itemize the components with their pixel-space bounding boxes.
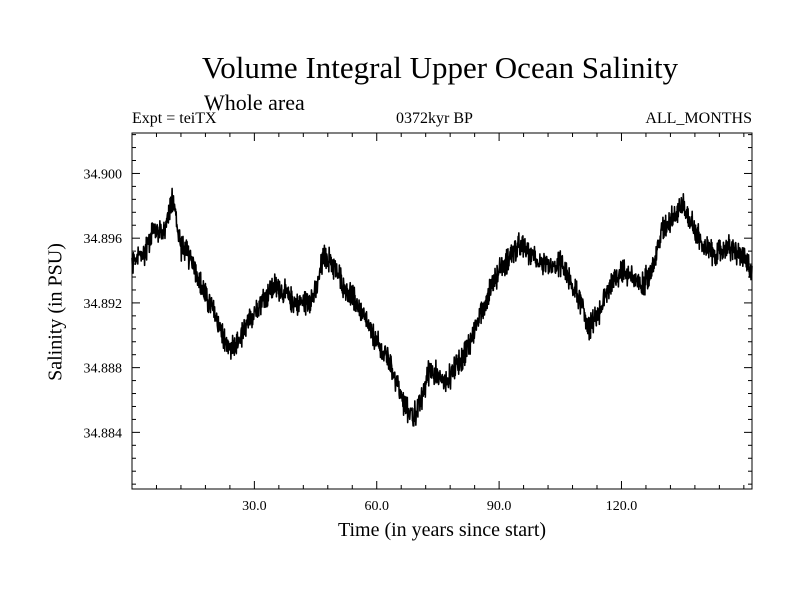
plot-frame bbox=[131, 132, 753, 490]
chart-title: Volume Integral Upper Ocean Salinity bbox=[201, 50, 679, 85]
chart-subtitle: Whole area bbox=[204, 90, 305, 115]
series-line bbox=[131, 187, 753, 427]
x-tick-label: 90.0 bbox=[487, 499, 512, 514]
y-tick-label: 34.888 bbox=[84, 362, 123, 377]
y-tick-label: 34.884 bbox=[84, 426, 123, 441]
months-label: ALL_MONTHS bbox=[645, 110, 752, 127]
y-tick-label: 34.896 bbox=[84, 232, 123, 247]
x-tick-label: 30.0 bbox=[242, 499, 267, 514]
x-tick-label: 120.0 bbox=[606, 499, 638, 514]
x-axis-label: Time (in years since start) bbox=[337, 519, 547, 541]
experiment-label: Expt = teiTX bbox=[132, 110, 217, 127]
series-layer bbox=[131, 187, 753, 427]
axis-ticks: 30.0 60.0 90.0 120.0 34.884 34.888 34.892 34.89… bbox=[84, 133, 752, 514]
y-tick-label: 34.892 bbox=[84, 297, 123, 312]
period-label: 0372kyr BP bbox=[396, 110, 473, 127]
x-tick-label: 60.0 bbox=[364, 499, 389, 514]
y-tick-label: 34.900 bbox=[84, 167, 123, 182]
